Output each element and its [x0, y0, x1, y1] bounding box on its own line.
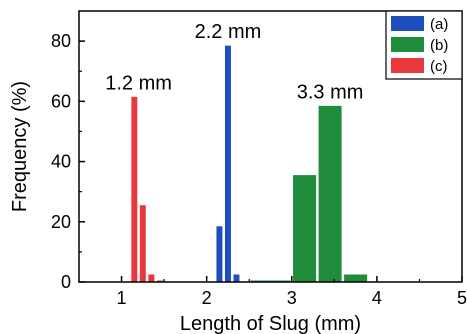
legend-label-2: (b) [430, 37, 448, 54]
bar-series-1-3 [233, 274, 240, 282]
bar-series-2-3 [293, 175, 317, 282]
bar-series-3-1 [131, 96, 138, 282]
legend-swatch-2 [391, 37, 424, 52]
x-tick-label-1: 1 [117, 288, 127, 308]
annotation-label-2: 2.2 mm [195, 21, 262, 43]
bar-series-2-4 [318, 105, 342, 282]
bars-layer [131, 45, 368, 282]
y-tick-label-2: 20 [51, 212, 71, 232]
bar-series-2-1 [250, 280, 274, 282]
x-tick-label-4: 4 [372, 288, 382, 308]
annotation-label-1: 1.2 mm [105, 72, 172, 94]
y-axis-title: Frequency (%) [9, 81, 31, 212]
legend-label-1: (a) [430, 16, 448, 33]
legend-swatch-3 [391, 58, 424, 73]
legend-label-3: (c) [430, 58, 448, 75]
annotation-label-3: 3.3 mm [297, 81, 364, 103]
x-axis-title: Length of Slug (mm) [180, 313, 361, 334]
bar-series-3-3 [148, 274, 155, 282]
bar-series-1-2 [224, 45, 231, 282]
bar-series-2-2 [267, 280, 291, 282]
x-tick-label-3: 3 [287, 288, 297, 308]
x-tick-label-2: 2 [202, 288, 212, 308]
annotations-layer: 1.2 mm 2.2 mm 3.3 mm [105, 21, 363, 103]
y-tick-label-5: 80 [51, 31, 71, 51]
bar-series-2-5 [344, 274, 368, 282]
legend: (a) (b) (c) [385, 10, 463, 80]
y-tick-label-4: 60 [51, 91, 71, 111]
bar-series-3-4 [156, 280, 163, 282]
y-tick-label-3: 40 [51, 152, 71, 172]
bar-series-3-2 [139, 205, 146, 282]
legend-swatch-1 [391, 16, 424, 31]
bar-series-1-1 [216, 226, 223, 282]
y-tick-label-1: 0 [61, 272, 71, 292]
x-tick-label-5: 5 [457, 288, 467, 308]
ticks-layer: 1 2 3 4 5 0 20 40 60 80 [51, 31, 467, 308]
plot-frame [78, 10, 463, 283]
